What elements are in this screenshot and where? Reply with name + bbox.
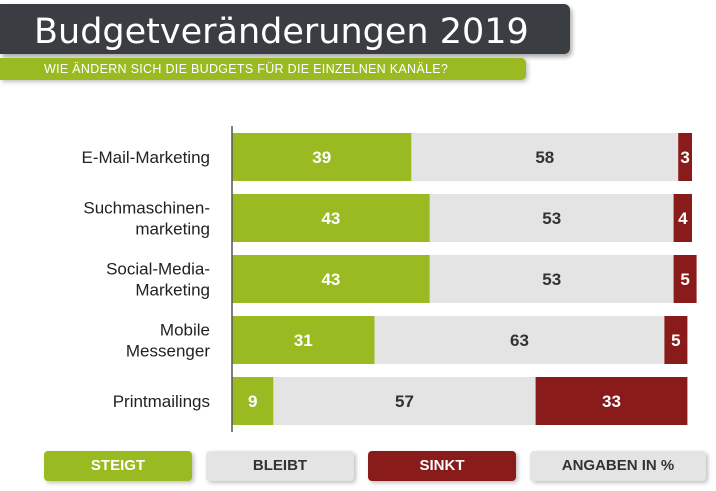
data-label-sinkt-4: 5 [671,331,680,350]
data-label-bleibt-2: 53 [542,209,561,228]
chart-subtitle: WIE ÄNDERN SICH DIE BUDGETS FÜR DIE EINZ… [44,62,449,76]
stacked-bar-chart: 39 58 3 E-Mail-Marketing 43 53 4 Suchmaschinen-… [82,126,697,432]
bar-bleibt-1 [411,133,679,181]
bar-sinkt-4 [664,316,688,364]
chart-title: Budgetveränderungen 2019 [34,12,529,52]
data-label-steigt-4: 31 [294,331,313,350]
data-label-sinkt-1: 3 [680,148,689,167]
data-label-steigt-3: 43 [321,270,340,289]
data-label-steigt-2: 43 [321,209,340,228]
category-label-1: E-Mail-Marketing [82,148,210,167]
subtitle-banner: WIE ÄNDERN SICH DIE BUDGETS FÜR DIE EINZ… [0,58,526,80]
category-label-4-line-2: Messenger [126,342,210,361]
bar-sinkt-1 [678,133,692,181]
category-label-3-line-2: Marketing [135,281,210,300]
legend-bleibt: BLEIBT [206,451,354,481]
legend-sinkt: SINKT [368,451,516,481]
category-label-4-line-1: Mobile [160,321,210,340]
data-label-bleibt-1: 58 [535,148,554,167]
data-label-bleibt-3: 53 [542,270,561,289]
data-label-sinkt-2: 4 [678,209,688,228]
bar-sinkt-2 [673,194,692,242]
bar-bleibt-5 [273,377,536,425]
data-label-bleibt-4: 63 [510,331,529,350]
bar-steigt-1 [232,133,412,181]
category-label-2-line-1: Suchmaschinen- [83,199,210,218]
legend-steigt: STEIGT [44,451,192,481]
title-banner: Budgetveränderungen 2019 [0,4,570,54]
category-label-3-line-1: Social-Media- [106,260,210,279]
data-label-steigt-5: 9 [248,392,257,411]
bar-sinkt-3 [673,255,697,303]
data-label-sinkt-3: 5 [680,270,689,289]
category-label-5: Printmailings [113,392,210,411]
bar-sinkt-5 [535,377,688,425]
bar-steigt-3 [232,255,430,303]
bar-steigt-5 [232,377,274,425]
data-label-steigt-1: 39 [312,148,331,167]
bar-bleibt-4 [374,316,665,364]
data-label-bleibt-5: 57 [395,392,414,411]
bar-bleibt-3 [429,255,674,303]
bar-steigt-2 [232,194,430,242]
bar-bleibt-2 [429,194,674,242]
data-label-sinkt-5: 33 [602,392,621,411]
legend-unit: ANGABEN IN % [530,451,706,481]
bar-steigt-4 [232,316,375,364]
category-label-2-line-2: marketing [135,220,210,239]
